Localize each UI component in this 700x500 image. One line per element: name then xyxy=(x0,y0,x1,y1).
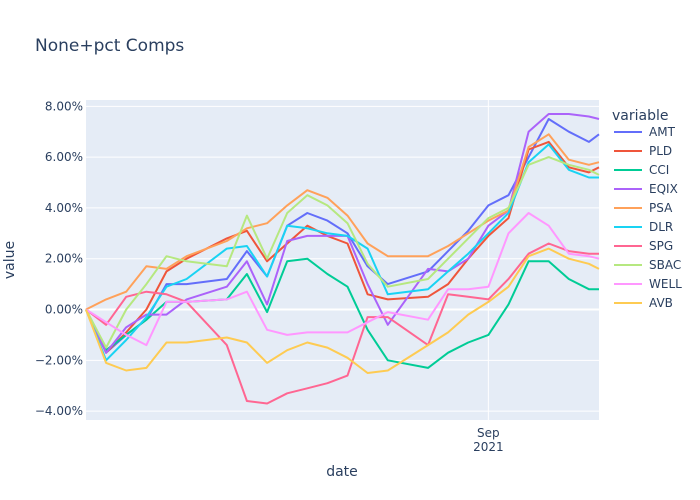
legend-label-spg[interactable]: SPG xyxy=(649,239,673,253)
y-tick-label: −4.00% xyxy=(35,404,83,418)
series-line-well xyxy=(85,212,600,347)
legend-label-sbac[interactable]: SBAC xyxy=(649,258,681,272)
x-axis-title: date xyxy=(326,464,358,480)
legend-label-dlr[interactable]: DLR xyxy=(649,220,673,234)
y-axis-title: value xyxy=(2,241,18,279)
plot-area xyxy=(86,100,599,420)
legend-title: variable xyxy=(612,108,668,124)
grid-lines xyxy=(86,100,599,420)
x-tick-label: Sep xyxy=(477,426,500,440)
legend-label-amt[interactable]: AMT xyxy=(649,125,676,139)
series-line-avb xyxy=(85,247,600,374)
series-line-dlr xyxy=(85,143,599,362)
y-tick-label: 4.00% xyxy=(45,201,83,215)
series-line-sbac xyxy=(85,156,600,349)
x-tick-label-year: 2021 xyxy=(473,440,504,454)
chart-title: None+pct Comps xyxy=(35,36,184,56)
legend-label-eqix[interactable]: EQIX xyxy=(649,182,678,196)
y-tick-label: −2.00% xyxy=(35,353,83,367)
y-tick-label: 6.00% xyxy=(45,150,83,164)
y-tick-label: 2.00% xyxy=(45,252,83,266)
series-line-amt xyxy=(85,118,600,354)
series-line-spg xyxy=(85,242,599,405)
legend-label-avb[interactable]: AVB xyxy=(649,296,673,310)
legend[interactable]: AMT PLD CCI EQIX PSA DLR SPG SBAC WELL AVB xyxy=(614,125,682,310)
y-axis-ticks: −4.00% −2.00% 0.00% 2.00% 4.00% 6.00% 8.00% xyxy=(35,99,83,418)
y-tick-label: 8.00% xyxy=(45,99,83,113)
series-line-psa xyxy=(85,133,600,311)
legend-label-pld[interactable]: PLD xyxy=(649,144,672,158)
legend-label-cci[interactable]: CCI xyxy=(649,163,669,177)
y-tick-label: 0.00% xyxy=(45,303,83,317)
legend-label-psa[interactable]: PSA xyxy=(649,201,673,215)
legend-label-well[interactable]: WELL xyxy=(649,277,682,291)
series-lines xyxy=(85,113,600,405)
